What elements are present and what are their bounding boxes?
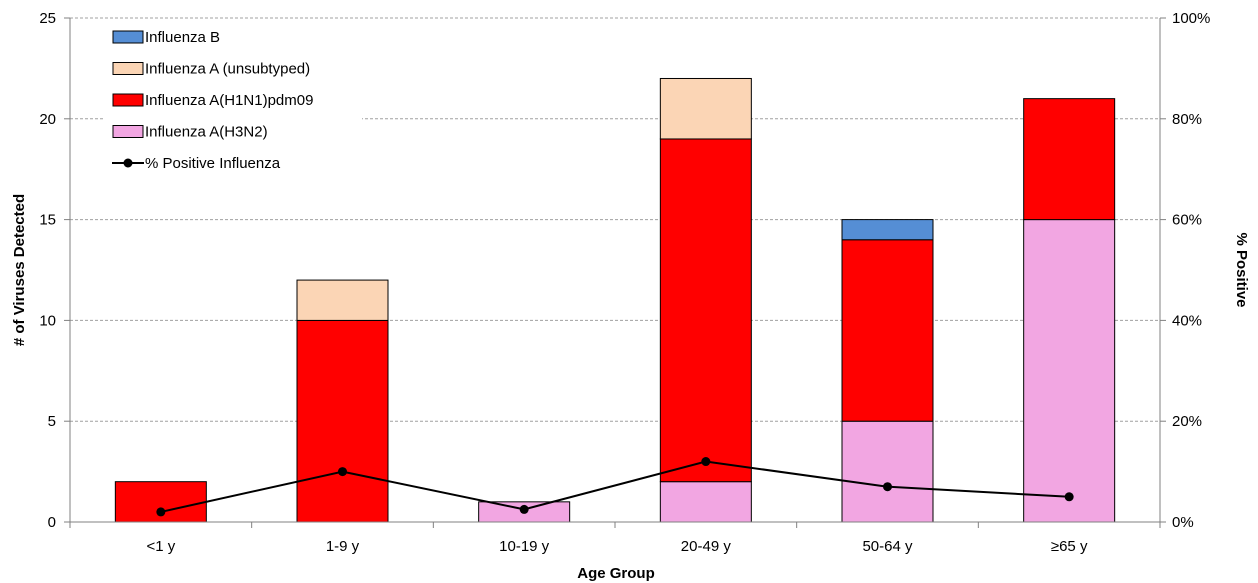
y2-tick-label: 60%	[1172, 212, 1202, 229]
x-tick-label: 20-49 y	[681, 538, 732, 555]
y-tick-label: 15	[39, 212, 56, 229]
y2-tick-label: 20%	[1172, 413, 1202, 430]
bar-segment	[841, 420, 934, 523]
legend-swatch	[112, 125, 144, 138]
bars	[114, 77, 1116, 523]
legend-label: % Positive Influenza	[145, 155, 281, 172]
bar-segment	[659, 77, 752, 140]
percent-positive-point	[156, 507, 166, 517]
x-tick-label: 1-9 y	[326, 538, 360, 555]
bar-segment	[841, 239, 934, 422]
x-tick-label: ≥65 y	[1051, 538, 1088, 555]
y2-tick-label: 80%	[1172, 111, 1202, 128]
y-tick-label: 0	[48, 514, 56, 531]
percent-positive-point	[1064, 492, 1074, 502]
x-tick-label: 10-19 y	[499, 538, 550, 555]
legend-label: Influenza A (unsubtyped)	[145, 61, 310, 78]
legend-swatch	[112, 62, 144, 75]
x-tick-label: <1 y	[146, 538, 175, 555]
bar-segment	[1023, 98, 1116, 221]
bar-segment	[841, 219, 934, 241]
legend-swatch-marker	[123, 158, 133, 168]
y-tick-label: 5	[48, 413, 56, 430]
y2-axis-title: % Positive	[1233, 232, 1250, 307]
percent-positive-line	[156, 457, 1074, 517]
legend-label: Influenza A(H3N2)	[145, 124, 268, 141]
bar-segment	[659, 481, 752, 523]
legend: Influenza B Influenza A (unsubtyped) Influ…	[104, 22, 362, 190]
bar-segment	[296, 279, 389, 321]
bar-segment	[1023, 219, 1116, 523]
legend-label: Influenza B	[145, 29, 220, 46]
axes: 0 5 10 15 20 25 0% 20% 40% 60% 80% 100% <1 y 1-9 y 10-…	[39, 10, 1210, 555]
y-tick-label: 25	[39, 10, 56, 27]
legend-background	[104, 22, 362, 190]
y2-tick-label: 0%	[1172, 514, 1194, 531]
bar-segment	[659, 138, 752, 483]
percent-positive-point	[519, 504, 529, 514]
x-axis-title: Age Group	[577, 565, 655, 582]
y-tick-label: 20	[39, 111, 56, 128]
legend-swatch	[112, 93, 144, 107]
percent-positive-point	[701, 457, 711, 467]
legend-label: Influenza A(H1N1)pdm09	[145, 92, 313, 109]
bar-segment	[296, 319, 389, 523]
x-tick-label: 50-64 y	[862, 538, 913, 555]
percent-positive-point	[883, 482, 892, 492]
y-axis-title: # of Viruses Detected	[11, 194, 28, 346]
y-tick-label: 10	[39, 312, 56, 329]
percent-positive-point	[338, 467, 347, 477]
percent-positive-polyline	[160, 460, 1070, 513]
legend-swatch	[112, 30, 144, 44]
y2-tick-label: 40%	[1172, 312, 1202, 329]
axis-titles: Age Group # of Viruses Detected % Positi…	[11, 194, 1250, 582]
y2-tick-label: 100%	[1172, 10, 1210, 27]
